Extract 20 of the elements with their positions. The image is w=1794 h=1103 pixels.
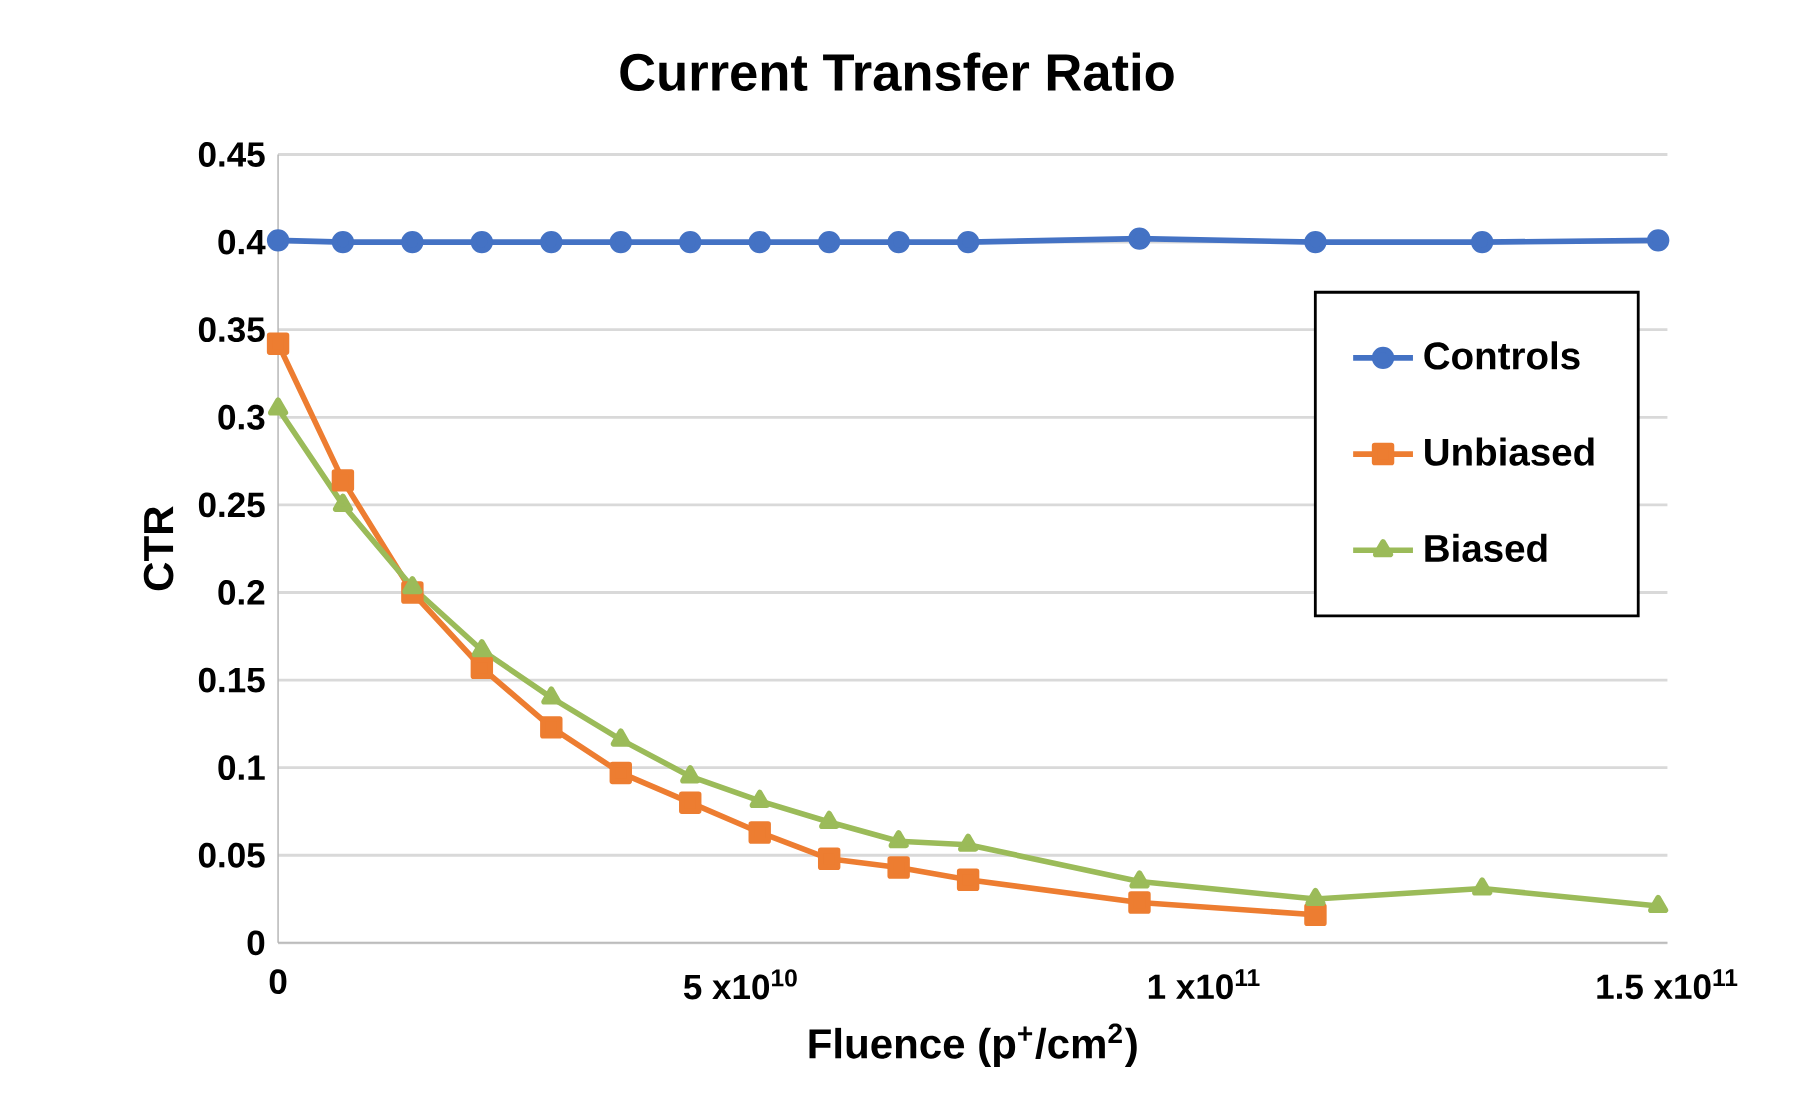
y-tick-label: 0.45 [198,141,265,167]
y-axis-title: CTR [143,506,174,591]
y-tick-label: 0.35 [198,317,265,342]
legend-label: Controls [1424,341,1580,370]
legend-label: Unbiased [1425,437,1594,466]
y-tick-label: 0.15 [198,667,265,693]
chart-title: Current Transfer Ratio [620,52,1174,91]
y-tick-label: 0.2 [218,579,265,605]
y-tick-label: 0.05 [198,842,265,868]
legend-label: Biased [1425,533,1547,562]
x-axis-title: Fluence (p$^{+}$/cm$^{2}$) [809,1023,1137,1067]
y-tick-label: 0.1 [218,755,265,780]
y-tick-label: 0.25 [198,492,265,518]
x-tick-label: 1.5 x10$^{11}$ [1597,969,1738,999]
x-tick-label: 0 [269,969,287,994]
x-tick-label: 1 x10$^{11}$ [1148,969,1260,999]
y-tick-label: 0.4 [218,229,266,255]
y-tick-label: 0 [247,930,265,956]
y-tick-label: 0.3 [218,404,265,430]
x-tick-label: 5 x10$^{10}$ [683,969,797,1000]
